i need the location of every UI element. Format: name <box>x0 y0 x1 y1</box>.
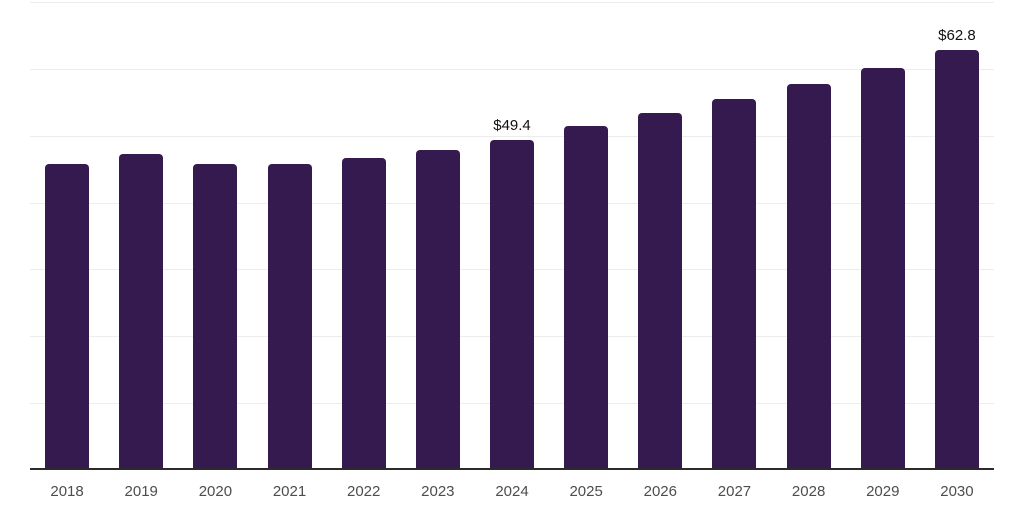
x-axis-label-2027: 2027 <box>717 483 752 500</box>
bar-2028 <box>786 84 831 470</box>
bar-2022 <box>341 158 386 470</box>
x-axis: 2018 2019 2020 2021 2022 2023 2024 2025 2026 2027… <box>30 470 994 510</box>
x-axis-label-2021: 2021 <box>272 483 307 500</box>
bar-2023 <box>415 149 460 470</box>
bar-2019 <box>119 153 164 470</box>
x-axis-label-2019: 2019 <box>124 483 158 500</box>
bar-value-label-2024: $49.4 <box>493 116 531 134</box>
bar-2024 <box>490 139 534 470</box>
x-axis-label-2022: 2022 <box>347 483 381 500</box>
x-axis-label-2025: 2025 <box>569 483 603 500</box>
bar-2021 <box>267 164 312 470</box>
plot-area: $49.4 $62.8 <box>30 0 994 470</box>
bar-2026 <box>638 112 683 470</box>
x-axis-label-2030: 2030 <box>940 483 974 500</box>
x-axis-label-2024: 2024 <box>495 483 529 500</box>
x-axis-label-2020: 2020 <box>198 483 233 500</box>
bar-2029 <box>860 68 905 470</box>
bar-value-label-2030: $62.8 <box>938 27 976 45</box>
x-axis-line <box>30 468 994 470</box>
gridline <box>30 68 994 70</box>
x-axis-label-2029: 2029 <box>866 483 900 500</box>
gridline <box>30 2 994 3</box>
bar-2030 <box>934 50 979 470</box>
bar-2018 <box>45 163 90 470</box>
x-axis-label-2023: 2023 <box>421 483 455 500</box>
bar-2025 <box>564 126 609 470</box>
x-axis-label-2026: 2026 <box>643 483 677 500</box>
x-axis-label-2028: 2028 <box>791 483 826 500</box>
x-axis-label-2018: 2018 <box>50 483 84 500</box>
bar-2027 <box>712 98 757 470</box>
gridline <box>30 135 994 137</box>
bar-2020 <box>193 164 238 470</box>
